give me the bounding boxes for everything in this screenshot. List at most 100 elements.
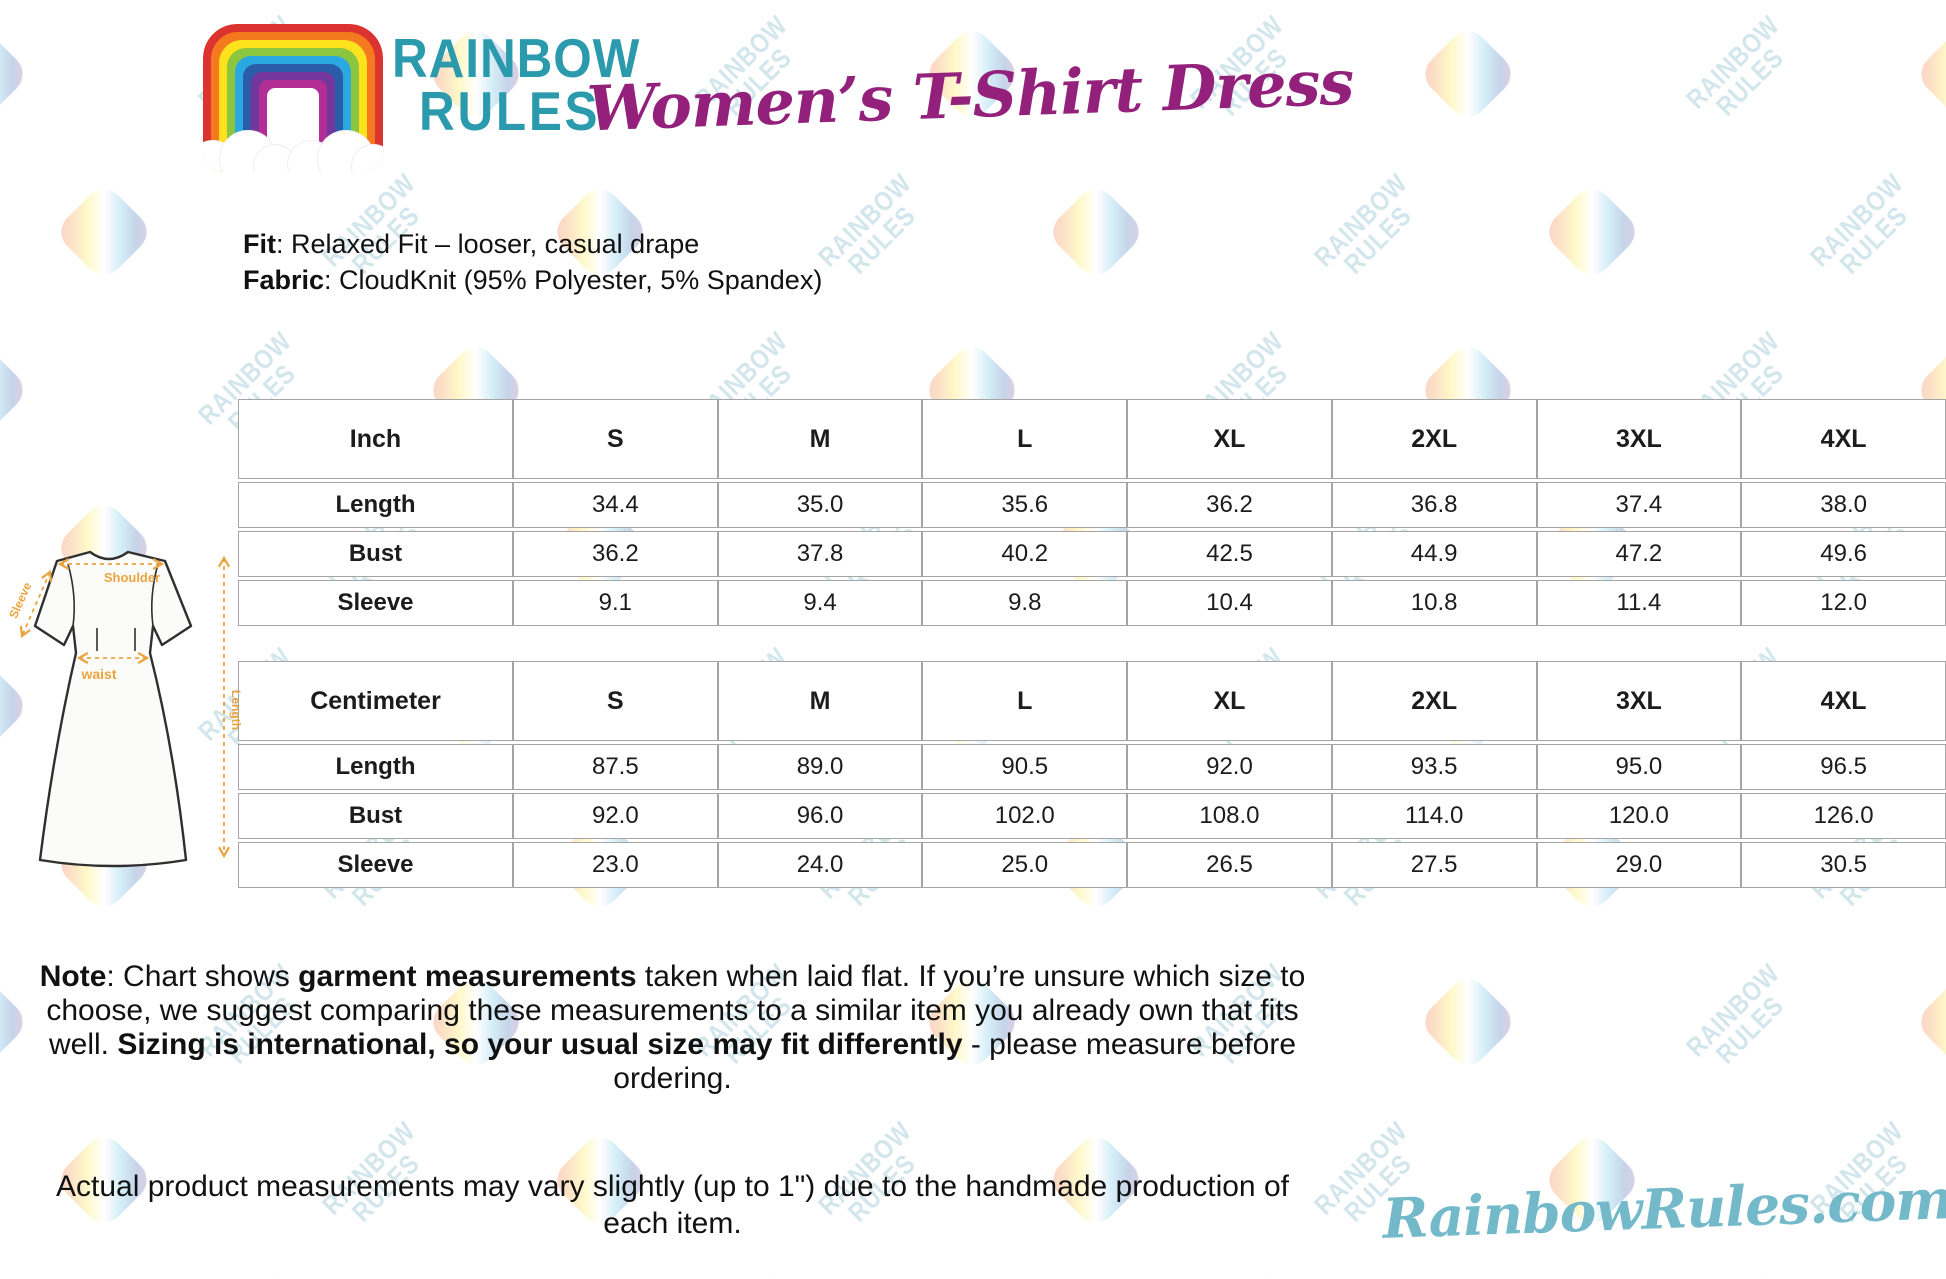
table-row: Bust 36.2 37.8 40.2 42.5 44.9 47.2 49.6 xyxy=(238,531,1946,577)
row-label-cell: Sleeve xyxy=(238,580,513,626)
value-cell: 24.0 xyxy=(717,842,923,888)
value-cell: 10.8 xyxy=(1331,580,1537,626)
rainbow-icon xyxy=(1417,23,1519,125)
value-cell: 9.8 xyxy=(922,580,1128,626)
row-label-cell: Length xyxy=(238,482,513,528)
watermark-text-line: RULES xyxy=(1710,990,1790,1070)
value-cell: 30.5 xyxy=(1741,842,1946,888)
fit-line: Fit: Relaxed Fit – looser, casual drape xyxy=(243,226,822,262)
watermark-text-line: RAINBOW xyxy=(193,1274,298,1279)
table-header-row: Centimeter S M L XL 2XL 3XL 4XL xyxy=(238,661,1946,741)
value-cell: 36.2 xyxy=(513,531,718,577)
rainbow-icon xyxy=(1913,23,1946,125)
watermark-rainbow-icon xyxy=(1913,23,1946,125)
row-label-cell: Bust xyxy=(238,793,513,839)
size-header-cell: M xyxy=(717,399,923,479)
size-header-cell: S xyxy=(513,399,718,479)
size-header-cell: S xyxy=(513,661,718,741)
watermark-rainbow-icon xyxy=(53,181,155,283)
table-header-row: Inch S M L XL 2XL 3XL 4XL xyxy=(238,399,1946,479)
value-cell: 10.4 xyxy=(1127,580,1332,626)
centimeter-table-section: Centimeter S M L XL 2XL 3XL 4XL Length 87.5 89.0 90… xyxy=(238,658,1946,891)
value-cell: 102.0 xyxy=(922,793,1128,839)
value-cell: 12.0 xyxy=(1741,580,1946,626)
unit-header-cell: Centimeter xyxy=(238,661,513,741)
watermark-rainbow-icon xyxy=(1913,971,1946,1073)
brand-logo xyxy=(203,24,383,172)
watermark-text-line: RAINBOW xyxy=(1185,1274,1290,1279)
dress-diagram: Shoulder Sleeve waist Length xyxy=(2,538,243,883)
value-cell: 92.0 xyxy=(513,793,718,839)
watermark-text-line: RULES xyxy=(1834,200,1914,280)
value-cell: 37.4 xyxy=(1536,482,1742,528)
watermark-rainbow-icon xyxy=(0,23,31,125)
value-cell: 9.1 xyxy=(513,580,718,626)
rainbow-icon xyxy=(53,181,155,283)
brand-wordmark: RAINBOW RULES xyxy=(392,27,641,139)
value-cell: 9.4 xyxy=(717,580,923,626)
brand-wordmark-line1: RAINBOW xyxy=(392,27,641,89)
value-cell: 42.5 xyxy=(1127,531,1332,577)
note-segment: Sizing is international, so your usual s… xyxy=(117,1028,963,1061)
size-header-cell: 3XL xyxy=(1536,399,1742,479)
value-cell: 108.0 xyxy=(1127,793,1332,839)
note-segment: : Chart shows xyxy=(106,960,299,993)
value-cell: 44.9 xyxy=(1331,531,1537,577)
size-header-cell: 4XL xyxy=(1741,661,1946,741)
note-segment: Note xyxy=(39,960,107,993)
watermark-rainbow-icon xyxy=(1045,181,1147,283)
centimeter-size-table: Centimeter S M L XL 2XL 3XL 4XL Length 87.5 89.0 90… xyxy=(238,658,1946,891)
watermark-rainbow-icon xyxy=(1417,23,1519,125)
value-cell: 40.2 xyxy=(922,531,1128,577)
value-cell: 27.5 xyxy=(1331,842,1537,888)
watermark-text-line: RULES xyxy=(842,200,922,280)
rainbow-icon xyxy=(1541,181,1643,283)
value-cell: 25.0 xyxy=(922,842,1128,888)
rainbow-icon xyxy=(0,339,31,441)
product-info: Fit: Relaxed Fit – looser, casual drape … xyxy=(243,226,822,298)
inch-table-section: Inch S M L XL 2XL 3XL 4XL Length 34.4 35.0 35.6 36.2… xyxy=(238,396,1946,629)
watermark-rainbow-icon xyxy=(0,339,31,441)
size-header-cell: 2XL xyxy=(1331,399,1537,479)
size-header-cell: L xyxy=(922,661,1128,741)
table-row: Length 34.4 35.0 35.6 36.2 36.8 37.4 38.0 xyxy=(238,482,1946,528)
table-row: Length 87.5 89.0 90.5 92.0 93.5 95.0 96.5 xyxy=(238,744,1946,790)
watermark-text-line: RAINBOW xyxy=(1680,957,1786,1063)
value-cell: 29.0 xyxy=(1536,842,1742,888)
size-header-cell: L xyxy=(922,399,1128,479)
length-label: Length xyxy=(229,690,242,730)
production-note: Actual product measurements may vary sli… xyxy=(56,1170,1289,1240)
value-cell: 36.2 xyxy=(1127,482,1332,528)
fabric-label: Fabric xyxy=(243,265,325,295)
table-row: Bust 92.0 96.0 102.0 108.0 114.0 120.0 126.0 xyxy=(238,793,1946,839)
rainbow-icon xyxy=(0,971,31,1073)
watermark-text-line: RAINBOW xyxy=(1308,167,1414,273)
website-wordmark: RainbowRules.com xyxy=(1381,1165,1946,1251)
note-segment: - please measure before ordering. xyxy=(613,1028,1297,1095)
rainbow-icon xyxy=(1045,181,1147,283)
size-header-cell: 4XL xyxy=(1741,399,1946,479)
value-cell: 90.5 xyxy=(922,744,1128,790)
row-label-cell: Sleeve xyxy=(238,842,513,888)
rainbow-icon xyxy=(1417,971,1519,1073)
table-row: Sleeve 9.1 9.4 9.8 10.4 10.8 11.4 12.0 xyxy=(238,580,1946,626)
value-cell: 126.0 xyxy=(1741,793,1946,839)
fit-value: : Relaxed Fit – looser, casual drape xyxy=(276,229,700,259)
size-header-cell: 3XL xyxy=(1536,661,1742,741)
watermark-rainbow-icon xyxy=(0,971,31,1073)
value-cell: 49.6 xyxy=(1741,531,1946,577)
cloud-icon xyxy=(203,128,299,172)
value-cell: 93.5 xyxy=(1331,744,1537,790)
row-label-cell: Length xyxy=(238,744,513,790)
page-title: Women’s T-Shirt Dress xyxy=(585,45,1355,145)
rainbow-arch-icon xyxy=(203,24,383,172)
value-cell: 26.5 xyxy=(1127,842,1332,888)
cloud-icon xyxy=(287,128,383,172)
table-row: Sleeve 23.0 24.0 25.0 26.5 27.5 29.0 30.5 xyxy=(238,842,1946,888)
rainbow-icon xyxy=(1913,971,1946,1073)
